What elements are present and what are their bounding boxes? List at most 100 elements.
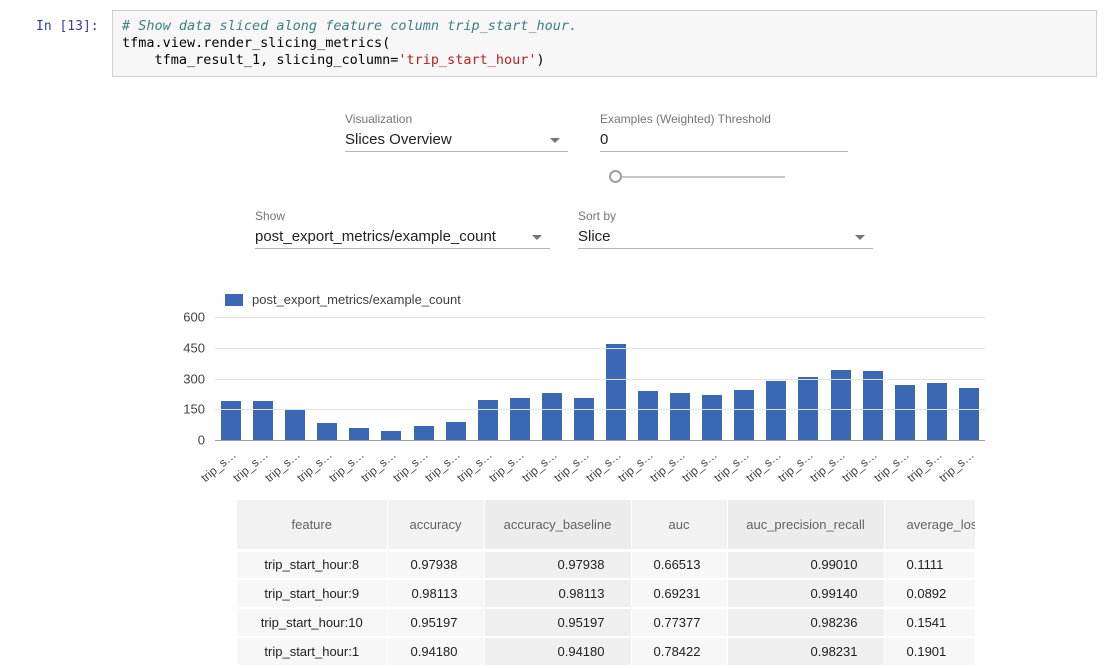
y-tick-label: 0 [197,432,205,448]
y-tick-label: 450 [183,340,205,356]
threshold-slider-track[interactable] [610,176,785,178]
table-body: trip_start_hour:8 0.97938 0.97938 0.66513 0.… [237,550,975,667]
bar[interactable] [638,391,659,440]
input-underline [600,151,848,152]
bar[interactable] [862,370,883,440]
metric-cell: 0.0892 [884,579,975,609]
sort-by-dropdown[interactable]: Sort by Slice [578,209,873,249]
bar[interactable] [894,385,915,440]
bar[interactable] [317,422,338,440]
bar[interactable] [285,409,306,440]
code-close-paren: ) [536,52,545,68]
metric-cell: 0.95197 [484,608,632,638]
code-string: 'trip_start_hour' [398,52,537,68]
bar[interactable] [958,388,979,440]
gridline [215,317,985,318]
y-tick-label: 150 [183,401,205,417]
sort-by-value: Slice [578,228,611,245]
bar[interactable] [509,397,530,440]
table-row: trip_start_hour:1 0.94180 0.94180 0.78422 0.… [237,637,975,667]
code-line-3: tfma_result_1, slicing_column='trip_star… [122,52,1087,69]
column-header[interactable]: auc_precision_recall [727,500,885,552]
x-tick-label: trip_s… [839,447,881,485]
metric-cell: 0.66513 [631,550,728,580]
x-tick-label: trip_s… [711,447,752,485]
visualization-dropdown[interactable]: Visualization Slices Overview [345,112,568,152]
y-tick-label: 300 [183,371,205,386]
bar[interactable] [605,344,626,440]
metric-cell: 0.98236 [727,608,885,638]
chart-legend: post_export_metrics/example_count [225,292,461,307]
x-tick-label: trip_s… [935,447,977,485]
x-tick-label: trip_s… [229,447,271,485]
x-tick-label: trip_s… [326,447,367,485]
bar[interactable] [766,380,787,440]
chevron-down-icon[interactable] [532,235,542,240]
bar[interactable] [445,421,466,440]
bar-group [215,317,985,440]
bar[interactable] [477,400,498,440]
metric-cell: 0.94180 [484,637,632,667]
code-line-comment: # Show data sliced along feature column … [122,18,1087,35]
threshold-input[interactable]: Examples (Weighted) Threshold 0 [600,112,848,152]
visualization-label: Visualization [345,112,413,126]
dropdown-underline [578,248,873,249]
bar[interactable] [702,394,723,440]
x-tick-label: trip_s… [454,447,496,485]
sort-by-label: Sort by [578,209,617,223]
show-value: post_export_metrics/example_count [255,228,496,245]
bar[interactable] [926,383,947,440]
gridline [215,409,985,411]
bar[interactable] [253,401,274,440]
x-tick-label: trip_s… [294,447,335,485]
x-tick-label: trip_s… [871,447,913,485]
bar[interactable] [798,376,819,440]
metric-cell: 0.77377 [631,608,728,638]
bar[interactable] [830,370,851,440]
column-header[interactable]: average_loss [884,500,975,552]
column-header[interactable]: auc [631,500,728,552]
bar[interactable] [670,392,691,440]
metric-cell: 0.95197 [387,608,485,638]
metric-cell: 0.98231 [727,637,885,667]
table-row: trip_start_hour:10 0.95197 0.95197 0.77377 0… [237,608,975,638]
threshold-slider-handle[interactable] [609,170,622,183]
x-tick-label: trip_s… [358,447,399,485]
threshold-label: Examples (Weighted) Threshold [600,112,771,126]
gridline [215,347,985,349]
plot-area: 600 450 300 150 0 trip_s… trip_s… trip_s… trip_… [183,310,985,485]
dropdown-underline [255,248,550,249]
metric-cell: 0.1901 [884,637,975,667]
x-tick-label: trip_s… [903,447,945,485]
chevron-down-icon[interactable] [550,138,560,143]
feature-cell: trip_start_hour:1 [237,637,388,667]
metric-cell: 0.69231 [631,579,728,609]
bar[interactable] [573,397,594,440]
x-tick-label: trip_s… [390,447,432,485]
x-tick-label: trip_s… [262,447,303,485]
x-tick-label: trip_s… [550,447,592,485]
show-metric-dropdown[interactable]: Show post_export_metrics/example_count [255,209,550,249]
column-header[interactable]: accuracy_baseline [484,500,632,552]
chevron-down-icon[interactable] [855,235,865,240]
x-tick-label: trip_s… [518,447,560,485]
code-cell[interactable]: # Show data sliced along feature column … [112,10,1097,77]
bar[interactable] [381,430,402,440]
column-header[interactable]: accuracy [387,500,485,552]
column-header[interactable]: feature [237,500,388,552]
metric-cell: 0.99010 [727,550,885,580]
metric-cell: 0.98113 [387,579,485,609]
bar[interactable] [221,401,242,440]
feature-cell: trip_start_hour:10 [237,608,388,638]
y-tick-label: 600 [183,309,205,325]
bar[interactable] [734,389,755,440]
table-row: trip_start_hour:9 0.98113 0.98113 0.69231 0.… [237,579,975,609]
bar[interactable] [349,428,370,440]
x-tick-label: trip_s… [743,447,784,485]
legend-color-swatch [225,293,243,306]
gridline [215,378,985,380]
bar[interactable] [541,393,562,440]
code-arg: tfma_result_1, slicing_column= [122,52,399,68]
bar[interactable] [413,426,434,440]
table-header-row: feature accuracy accuracy_baseline auc auc_p… [237,500,975,552]
